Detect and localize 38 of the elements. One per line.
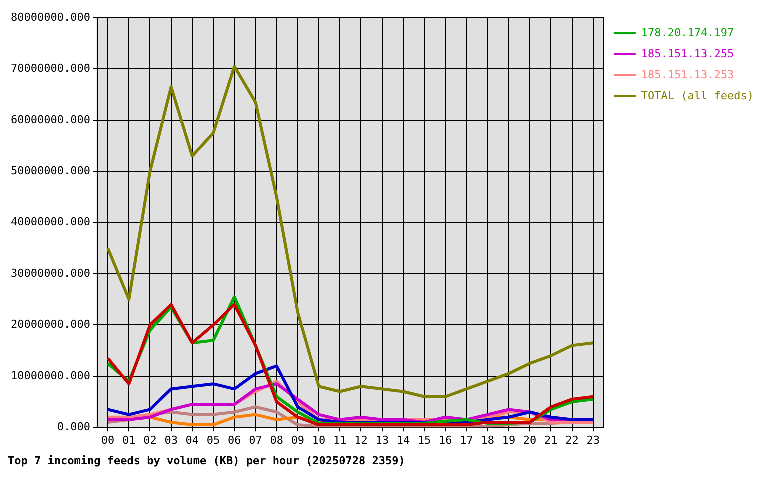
text: Top 7 incoming feeds by volume (KB) per hour (20250728 2359) (8, 454, 406, 468)
x-tick-label: 16 (439, 434, 452, 448)
x-tick-label: 08 (270, 434, 284, 448)
y-tick-label: 50000000.000 (10, 164, 90, 178)
x-tick-label: 12 (354, 434, 368, 448)
x-tick-label: 06 (228, 434, 242, 448)
y-tick-label: 70000000.000 (10, 62, 90, 76)
legend-label: 185.151.13.255 (641, 47, 734, 60)
legend-label: TOTAL (all feeds) (641, 89, 754, 102)
y-tick-label: 60000000.000 (10, 113, 90, 126)
x-tick-label: 09 (291, 434, 305, 448)
x-tick-label: 13 (376, 434, 389, 448)
x-tick-label: 15 (418, 434, 432, 448)
x-tick-label: 02 (144, 434, 157, 448)
x-tick-label: 05 (206, 434, 220, 448)
y-tick-label: 30000000.000 (10, 266, 90, 280)
x-tick-label: 11 (334, 434, 347, 448)
x-tick-label: 23 (586, 434, 600, 448)
x-tick-label: 01 (122, 434, 136, 448)
x-tick-label: 04 (186, 434, 200, 448)
y-tick-label: 40000000.000 (10, 216, 90, 229)
x-tick-label: 10 (312, 434, 326, 448)
x-tick-label: 17 (460, 434, 474, 448)
y-tick-label: 80000000.000 (10, 10, 90, 24)
x-tick-label: 14 (396, 434, 410, 448)
y-tick-label: 20000000.000 (10, 318, 90, 332)
x-tick-label: 00 (101, 434, 115, 448)
legend-label: 185.151.13.253 (641, 68, 734, 82)
x-tick-label: 20 (523, 434, 537, 448)
x-tick-label: 07 (249, 434, 262, 448)
y-tick-label: 10000000.000 (10, 369, 90, 382)
legend-label: 178.20.174.197 (641, 26, 734, 40)
x-tick-label: 22 (566, 434, 579, 448)
x-tick-label: 03 (164, 434, 178, 448)
y-tick-label: 0.000 (57, 420, 90, 434)
x-tick-label: 19 (502, 434, 516, 448)
x-tick-label: 21 (544, 434, 558, 448)
x-tick-label: 18 (481, 434, 494, 448)
